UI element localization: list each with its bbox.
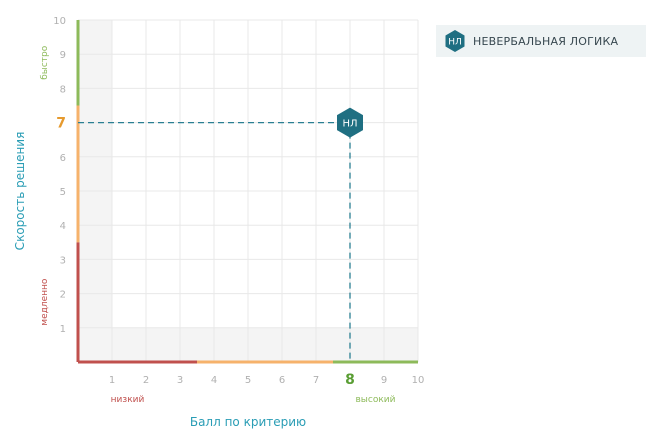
x-tick-label: 1 (109, 375, 115, 386)
x-tick-label: 10 (412, 375, 425, 386)
x-tick-label: 9 (381, 375, 387, 386)
x-tick-label: 5 (245, 375, 251, 386)
x-axis-title: Балл по критерию (190, 415, 306, 429)
y-tick-label: 6 (60, 153, 66, 164)
x-tick-label: 2 (143, 375, 149, 386)
y-tick-label: 4 (60, 221, 66, 232)
x-tick-label: 6 (279, 375, 285, 386)
x-band-label: низкий (111, 395, 145, 405)
y-tick-label: 1 (60, 324, 66, 335)
x-band-label: высокий (356, 395, 396, 405)
x-tick-label: 3 (177, 375, 183, 386)
y-tick-label: 9 (60, 50, 66, 61)
data-point-marker (337, 107, 363, 138)
legend: НЛ НЕВЕРБАЛЬНАЯ ЛОГИКА (436, 25, 646, 57)
y-band-label: медленно (40, 278, 50, 326)
y-highlight-tick: 7 (56, 116, 66, 132)
legend-marker-icon: НЛ (445, 30, 465, 52)
legend-entry-label: НЕВЕРБАЛЬНАЯ ЛОГИКА (473, 34, 619, 48)
x-tick-label: 4 (211, 375, 217, 386)
x-tick-label: 7 (313, 375, 319, 386)
y-axis-title: Скорость решения (13, 132, 27, 251)
y-band-label: быстро (40, 45, 50, 80)
data-point-label: НЛ (342, 119, 357, 130)
y-tick-label: 10 (53, 16, 66, 27)
y-tick-label: 2 (60, 290, 66, 301)
y-tick-label: 5 (60, 187, 66, 198)
y-tick-label: 8 (60, 84, 66, 95)
x-highlight-tick: 8 (345, 372, 355, 388)
y-tick-label: 3 (60, 255, 66, 266)
legend-marker-label: НЛ (448, 38, 462, 48)
